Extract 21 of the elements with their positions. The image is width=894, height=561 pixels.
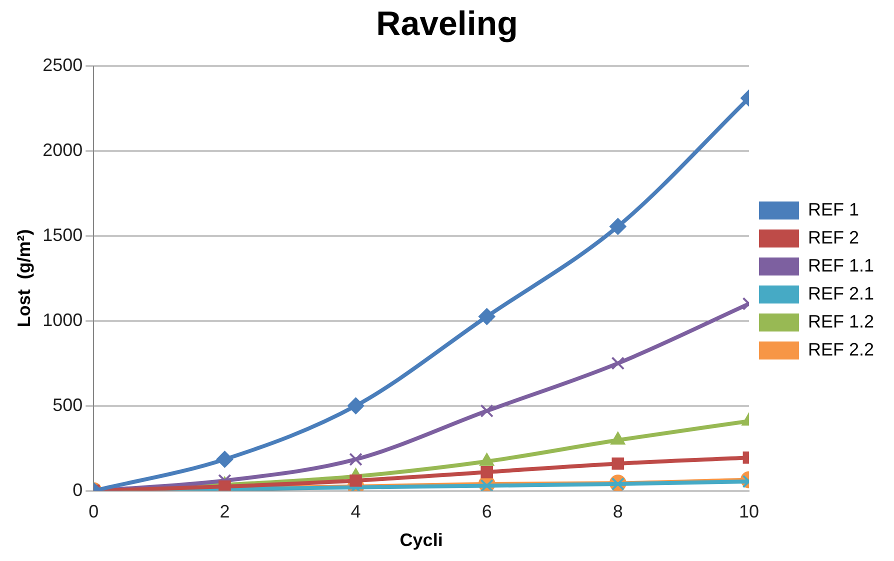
y-axis-title: Lost (g/m²) — [14, 229, 34, 328]
y-tick-label: 500 — [52, 394, 83, 415]
y-tick-label: 1000 — [42, 310, 83, 330]
chart-title: Raveling — [376, 4, 518, 43]
y-tick-label: 2000 — [42, 140, 83, 160]
legend-label: REF 2.2 — [808, 339, 874, 360]
x-tick-label: 8 — [612, 502, 623, 522]
x-tick-label: 4 — [350, 502, 361, 522]
x-tick-label: 10 — [738, 502, 759, 522]
x-axis-title: Cycli — [400, 530, 443, 550]
y-tick-label: 1500 — [42, 224, 83, 245]
x-tick-label: 6 — [482, 502, 492, 522]
y-tick-label: 2500 — [42, 54, 83, 75]
legend-label: REF 1.1 — [808, 255, 874, 276]
legend-label: REF 2.1 — [808, 283, 874, 304]
legend-label: REF 1.2 — [808, 311, 874, 332]
legend-label: REF 2 — [808, 227, 859, 248]
y-tick-label: 0 — [72, 480, 83, 500]
x-tick-label: 0 — [88, 502, 99, 522]
x-tick-label: 2 — [220, 502, 230, 522]
legend-label: REF 1 — [808, 199, 859, 220]
